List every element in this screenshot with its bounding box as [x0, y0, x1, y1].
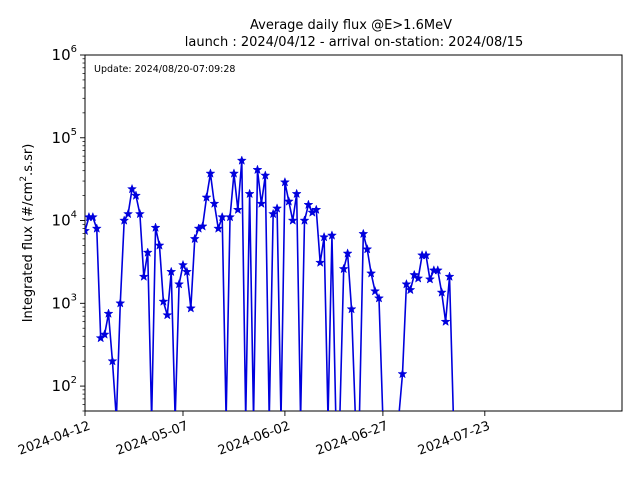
data-point [311, 204, 322, 215]
x-tick-label: 2024-07-23 [416, 419, 492, 459]
data-point [279, 176, 290, 187]
data-point [99, 329, 110, 339]
data-point [252, 164, 263, 175]
x-tick-label: 2024-05-07 [114, 419, 190, 459]
series-layer [85, 155, 455, 411]
chart-subtitle: launch : 2024/04/12 - arrival on-station… [185, 35, 523, 50]
data-point [405, 284, 416, 295]
series-line [85, 160, 455, 411]
data-point [287, 215, 298, 225]
data-point [85, 225, 91, 236]
y-tick-label: 106 [52, 44, 77, 64]
data-point [201, 192, 212, 202]
data-point [299, 215, 310, 225]
data-point [260, 170, 271, 180]
x-tick-label: 2024-04-12 [16, 419, 92, 459]
y-tick-label: 103 [52, 292, 77, 312]
data-point [87, 211, 98, 222]
data-point [283, 196, 294, 206]
data-point [138, 271, 149, 281]
data-point [174, 278, 185, 289]
y-tick-label: 105 [52, 127, 77, 147]
data-point [158, 296, 169, 306]
data-point [256, 198, 267, 208]
data-point [346, 303, 357, 314]
data-point [103, 308, 114, 318]
data-point [366, 268, 377, 278]
data-point [232, 204, 243, 215]
data-point [189, 233, 200, 244]
data-point [130, 190, 142, 200]
data-point [369, 285, 381, 296]
data-point [123, 208, 134, 219]
data-point [319, 231, 330, 242]
data-point [154, 240, 165, 250]
x-axis: 2024-04-12 2024-05-07 2024-06-02 2024-06-27… [16, 411, 492, 459]
data-point [107, 355, 118, 366]
data-point [362, 243, 373, 254]
data-point [268, 208, 279, 219]
y-axis-label-superscript: 2 [19, 176, 29, 182]
data-point [119, 215, 130, 225]
data-point [213, 223, 224, 233]
data-point [185, 302, 196, 313]
data-point [91, 223, 102, 233]
data-point [303, 199, 314, 210]
data-point [401, 278, 412, 289]
data-point [134, 208, 145, 219]
data-point [358, 228, 369, 239]
data-point [291, 188, 302, 199]
data-point [315, 257, 326, 267]
data-point [236, 155, 247, 165]
data-point [209, 198, 220, 208]
data-point [373, 292, 385, 303]
data-point [197, 221, 208, 231]
data-point [342, 248, 353, 258]
data-point [413, 273, 424, 283]
data-point [150, 222, 161, 232]
data-point [115, 297, 126, 308]
y-axis-label: Integrated flux (#/cm2.s.sr) [19, 144, 36, 323]
data-point [432, 265, 443, 275]
data-point [338, 263, 349, 274]
data-point [162, 309, 173, 320]
update-annotation: Update: 2024/08/20-07:09:28 [94, 64, 235, 75]
y-tick-label: 104 [52, 210, 77, 230]
data-point [224, 211, 236, 222]
data-point [205, 168, 216, 178]
data-point [326, 230, 338, 240]
data-point [166, 266, 177, 277]
data-point [244, 188, 255, 199]
x-tick-label: 2024-06-02 [216, 419, 292, 459]
y-tick-label: 102 [52, 375, 77, 395]
x-tick-label: 2024-06-27 [314, 419, 390, 459]
data-point [440, 316, 451, 326]
data-point [177, 259, 189, 270]
data-point [142, 247, 153, 257]
data-point [271, 203, 283, 213]
data-point [181, 266, 192, 277]
y-axis: 102 103 104 105 106 [52, 44, 85, 412]
data-point [444, 271, 455, 281]
chart-title: Average daily flux @E>1.6MeV [250, 18, 452, 33]
data-point [397, 368, 408, 379]
data-point [126, 183, 138, 194]
data-point [424, 273, 436, 284]
data-point [228, 168, 240, 178]
data-point [436, 287, 447, 297]
data-point [420, 249, 432, 260]
